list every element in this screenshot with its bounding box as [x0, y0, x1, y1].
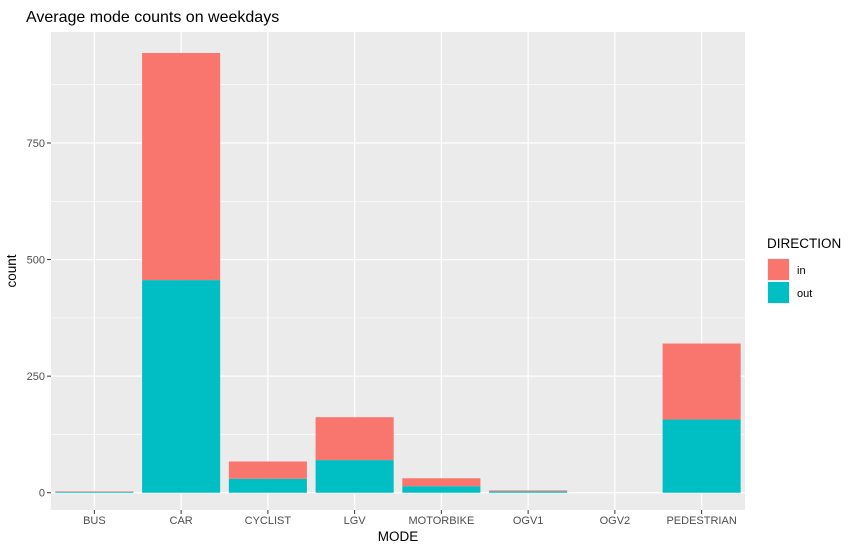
- x-tick-label: OGV2: [600, 515, 631, 527]
- x-tick-label: CYCLIST: [245, 515, 292, 527]
- y-tick-label: 0: [39, 488, 45, 500]
- y-axis-title: count: [4, 254, 19, 287]
- bar-out-bus: [55, 491, 134, 493]
- y-tick-label: 500: [27, 255, 45, 267]
- y-tick-label: 250: [27, 371, 45, 383]
- bar-in-car: [142, 52, 221, 281]
- bar-out-lgv: [315, 460, 394, 493]
- x-tick-label: PEDESTRIAN: [666, 515, 736, 527]
- bars: [55, 52, 741, 493]
- bar-in-pedestrian: [662, 343, 741, 420]
- y-tick-label: 750: [27, 138, 45, 150]
- bar-in-bus: [55, 491, 134, 492]
- bar-out-pedestrian: [662, 419, 741, 493]
- bar-in-cyclist: [228, 461, 307, 479]
- x-axis-title: MODE: [378, 529, 419, 544]
- chart-title: Average mode counts on weekdays: [26, 9, 279, 26]
- x-axis-ticks: BUS CAR CYCLIST LGV MOTORBIKE OGV1 OGV2 PEDESTR…: [83, 510, 737, 527]
- x-tick-label: MOTORBIKE: [408, 515, 474, 527]
- bar-out-ogv1: [489, 491, 568, 493]
- x-tick-label: CAR: [170, 515, 193, 527]
- bar-in-lgv: [315, 417, 394, 461]
- x-tick-label: BUS: [83, 515, 106, 527]
- legend-title: DIRECTION: [767, 236, 841, 251]
- bar-out-cyclist: [228, 478, 307, 493]
- legend-label-in: in: [797, 265, 806, 277]
- x-tick-label: LGV: [344, 515, 367, 527]
- legend: DIRECTION in out: [767, 236, 841, 304]
- bar-in-ogv1: [489, 490, 568, 492]
- bar-out-car: [142, 280, 221, 493]
- y-axis-ticks: 0 250 500 750: [27, 138, 51, 500]
- x-tick-label: OGV1: [513, 515, 544, 527]
- legend-key-out: [768, 282, 789, 303]
- legend-label-out: out: [797, 288, 812, 300]
- legend-key-in: [768, 259, 789, 280]
- bar-in-motorbike: [402, 478, 481, 487]
- bar-out-motorbike: [402, 486, 481, 493]
